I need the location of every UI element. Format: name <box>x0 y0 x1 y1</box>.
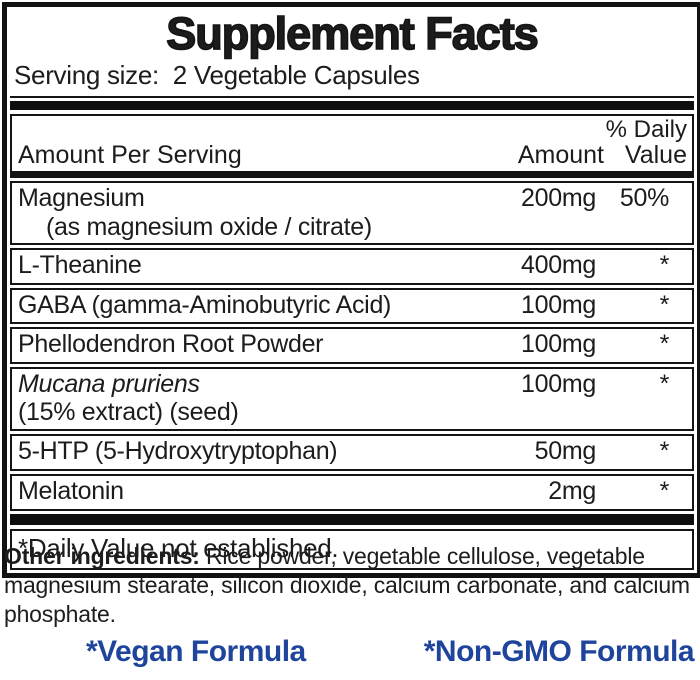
serving-size-line: Serving size: 2 Vegetable Capsules <box>10 59 694 98</box>
other-ingredients-label: Other ingredients: <box>4 543 200 569</box>
formula-badges: *Vegan Formula *Non-GMO Formula <box>0 635 700 669</box>
amount-per-serving-header: Amount Per Serving <box>18 140 242 169</box>
ingredient-name-text: Magnesium <box>18 184 145 213</box>
daily-value-header-line1: % Daily <box>605 115 687 143</box>
ingredient-amount: 100mg <box>521 369 596 398</box>
ingredient-name: Magnesium (as magnesium oxide / citrate) <box>18 184 496 241</box>
ingredient-daily-value: * <box>659 251 670 280</box>
ingredient-daily-value: * <box>659 476 670 505</box>
ingredient-subtext: (as magnesium oxide / citrate) <box>46 212 372 241</box>
table-row-phellodendron: Phellodendron Root Powder 100mg * <box>10 326 694 364</box>
header-columns: Amount Per Serving Amount Value <box>12 142 692 169</box>
amount-header: Amount <box>517 140 604 169</box>
table-row-magnesium: Magnesium (as magnesium oxide / citrate)… <box>10 181 694 246</box>
ingredient-daily-value: * <box>659 369 670 398</box>
ingredient-daily-value: * <box>659 329 670 358</box>
table-row-5-htp: 5-HTP (5-Hydroxytryptophan) 50mg * <box>10 433 694 471</box>
ingredient-name-text: Mucana pruriens <box>18 369 200 398</box>
non-gmo-formula-text: *Non-GMO Formula <box>423 635 695 668</box>
ingredient-daily-value: 50% <box>619 184 669 213</box>
ingredient-amount: 50mg <box>534 436 597 465</box>
ingredient-name: Mucana pruriens (15% extract) (seed) <box>18 370 496 427</box>
other-ingredients-text: Rice powder, vegetable cellulose, vegeta… <box>4 543 690 627</box>
table-row-l-theanine: L-Theanine 400mg * <box>10 248 694 286</box>
ingredient-amount: 100mg <box>521 291 596 320</box>
other-ingredients: Other ingredients: Rice powder, vegetabl… <box>4 542 696 628</box>
table-header-row: % Daily Amount Per Serving Amount Value <box>10 113 694 179</box>
table-row-mucana-pruriens: Mucana pruriens (15% extract) (seed) 100… <box>10 366 694 431</box>
ingredient-name: GABA (gamma-Aminobutyric Acid) <box>18 291 392 320</box>
table-row-melatonin: Melatonin 2mg * <box>10 473 694 511</box>
daily-value-footnote: *Daily Value not established. <box>10 528 694 570</box>
ingredient-name: Phellodendron Root Powder <box>18 329 324 358</box>
vegan-formula-text: *Vegan Formula <box>86 635 306 668</box>
ingredient-name: L-Theanine <box>18 251 142 280</box>
table-row-gaba: GABA (gamma-Aminobutyric Acid) 100mg * <box>10 288 694 324</box>
ingredient-amount: 400mg <box>521 251 596 280</box>
daily-value-header-line2: Value <box>624 140 687 169</box>
thick-separator-bottom <box>10 513 694 525</box>
supplement-facts-title: Supplement Facts <box>165 8 539 59</box>
ingredient-amount: 2mg <box>548 476 596 505</box>
ingredient-amount: 100mg <box>521 329 596 358</box>
ingredient-name: Melatonin <box>18 476 124 505</box>
ingredient-name: 5-HTP (5-Hydroxytryptophan) <box>18 436 338 465</box>
ingredient-daily-value: * <box>659 436 670 465</box>
ingredient-daily-value: * <box>659 291 670 320</box>
ingredient-amount: 200mg <box>521 184 596 213</box>
ingredient-subtext: (15% extract) (seed) <box>18 398 239 427</box>
facts-panel: Supplement Facts Serving size: 2 Vegetab… <box>2 2 700 578</box>
thick-separator-top <box>10 100 694 110</box>
